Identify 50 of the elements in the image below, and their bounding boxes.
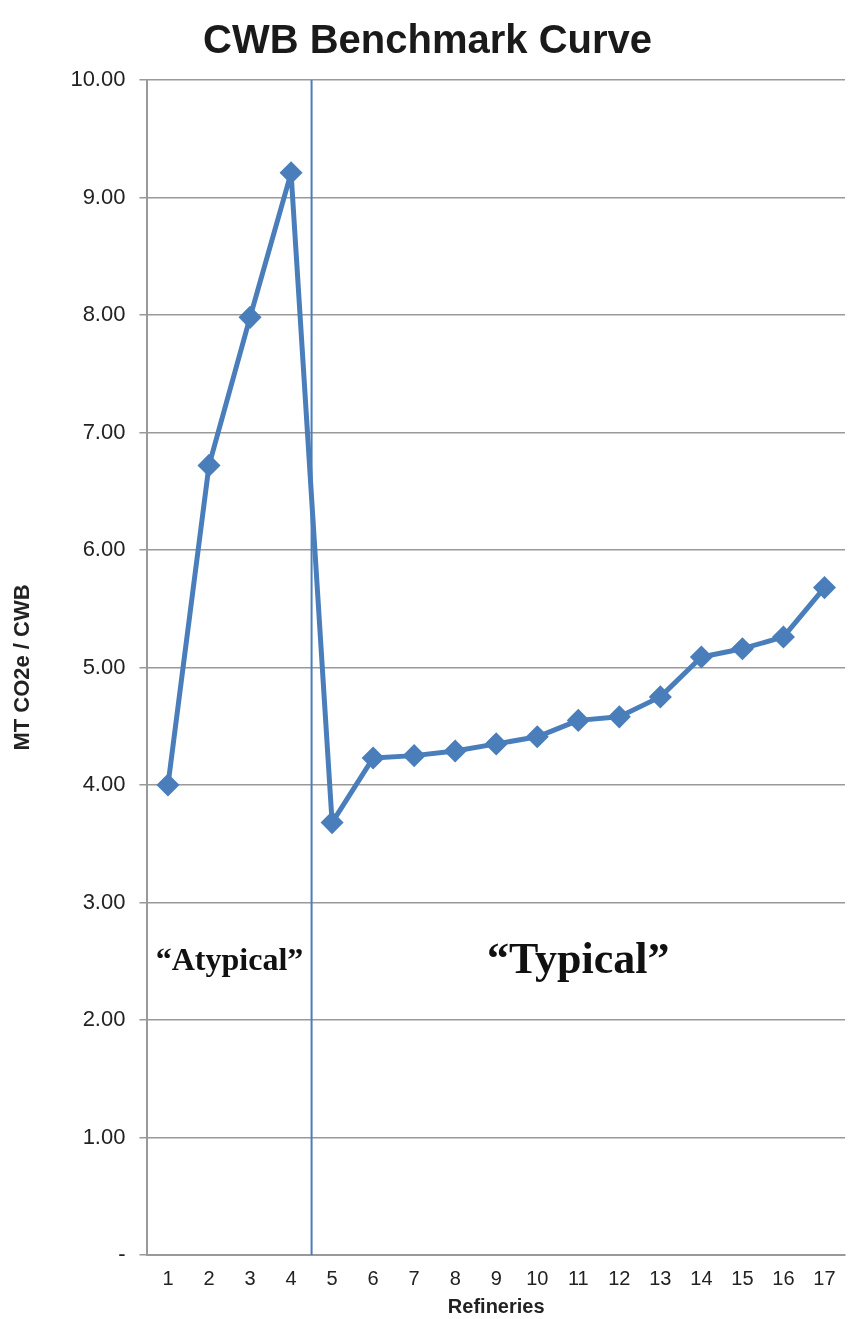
point	[321, 812, 343, 834]
x-tick-label: 10	[526, 1266, 549, 1289]
point	[731, 638, 753, 660]
x-tick-label: 5	[326, 1266, 338, 1289]
point	[280, 162, 302, 184]
y-tick-label: 3.00	[82, 888, 126, 914]
x-tick-label: 11	[567, 1266, 589, 1289]
x-tick-label: 1	[162, 1266, 174, 1289]
y-tick-label: 4.00	[82, 771, 126, 797]
point	[649, 686, 671, 708]
point	[403, 745, 425, 767]
x-tick-label: 12	[608, 1266, 631, 1289]
point	[772, 626, 794, 648]
x-tick-label: 15	[731, 1266, 754, 1289]
x-tick-label: 16	[772, 1266, 795, 1289]
x-tick-label: 6	[367, 1266, 379, 1289]
y-tick-label: 5.00	[82, 653, 126, 679]
annotation: “Typical”	[487, 933, 670, 983]
y-tick-label: 10.00	[70, 66, 126, 92]
y-tick-label: 2.00	[82, 1006, 126, 1032]
point	[239, 306, 261, 328]
point	[690, 646, 712, 668]
x-tick-label: 4	[285, 1266, 297, 1289]
point	[485, 733, 507, 755]
point	[157, 774, 179, 796]
annotation: “Atypical”	[155, 940, 304, 977]
y-tick-label: 9.00	[82, 183, 126, 209]
x-tick-label: 8	[449, 1266, 461, 1289]
x-tick-label: 7	[408, 1266, 420, 1289]
y-axis-title: MT CO2e / CWB	[9, 584, 35, 751]
x-tick-label: 3	[244, 1266, 256, 1289]
y-tick-label: 8.00	[82, 301, 126, 327]
y-tick-label: 6.00	[82, 536, 126, 562]
y-tick-label: -	[118, 1241, 126, 1267]
x-axis-title: Refineries	[447, 1294, 545, 1317]
x-tick-label: 9	[490, 1266, 502, 1289]
point	[198, 454, 220, 476]
point	[813, 577, 835, 599]
point	[362, 747, 384, 769]
x-tick-label: 2	[203, 1266, 215, 1289]
x-tick-label: 13	[649, 1266, 672, 1289]
y-tick-label: 1.00	[82, 1123, 126, 1149]
point	[567, 709, 589, 731]
point	[608, 706, 630, 728]
y-tick-label: 7.00	[82, 418, 126, 444]
point	[444, 740, 466, 762]
chart-title: CWB Benchmark Curve	[202, 17, 653, 62]
x-tick-label: 17	[813, 1266, 836, 1289]
x-tick-label: 14	[690, 1266, 713, 1289]
point	[526, 726, 548, 748]
